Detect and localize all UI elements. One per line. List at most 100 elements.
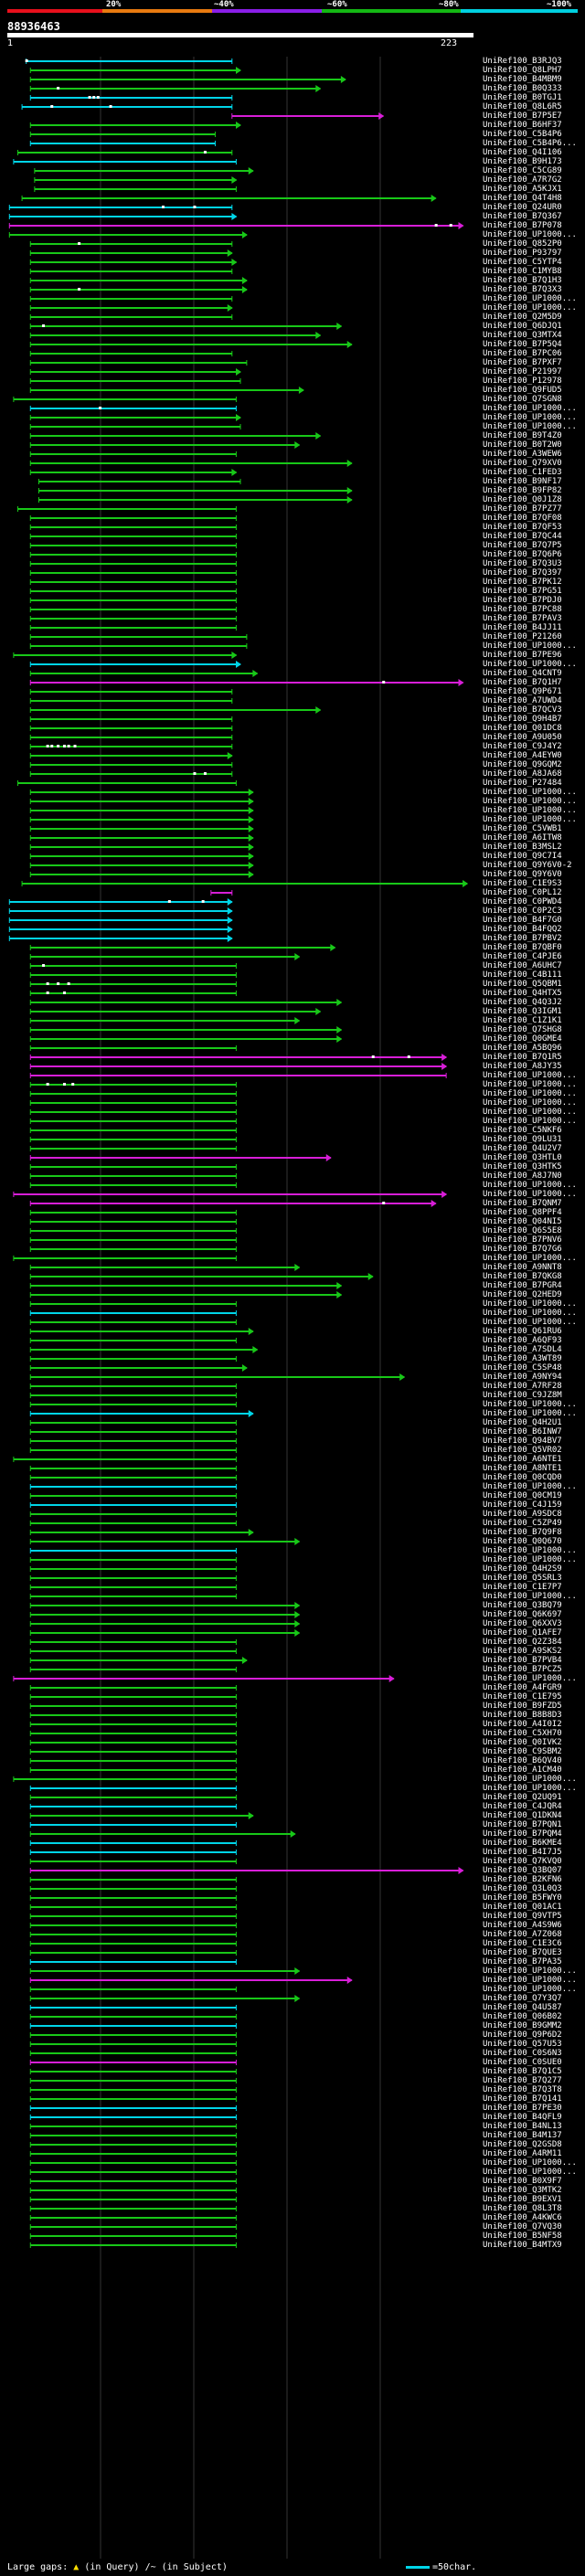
- hit-row[interactable]: [29, 1291, 343, 1299]
- hit-row[interactable]: [29, 1840, 237, 1846]
- hit-label[interactable]: UniRef100_A9U050: [483, 733, 562, 742]
- hit-row[interactable]: [29, 607, 237, 612]
- hit-label[interactable]: UniRef100_B7PVB4: [483, 1656, 562, 1665]
- hit-label[interactable]: UniRef100_C9SBM2: [483, 1747, 562, 1756]
- hit-row[interactable]: [29, 1017, 301, 1024]
- hit-label[interactable]: UniRef100_B7QNM7: [483, 1199, 562, 1208]
- hit-label[interactable]: UniRef100_B7Q367: [483, 212, 562, 221]
- hit-label[interactable]: UniRef100_Q3BQ07: [483, 1866, 562, 1875]
- hit-label[interactable]: UniRef100_Q04NI5: [483, 1217, 562, 1226]
- hit-label[interactable]: UniRef100_A6UHC7: [483, 961, 562, 970]
- hit-row[interactable]: [29, 543, 237, 548]
- hit-row[interactable]: [29, 1264, 301, 1271]
- hit-label[interactable]: UniRef100_C5ZP49: [483, 1519, 562, 1528]
- hit-row[interactable]: [29, 1373, 406, 1381]
- hit-row[interactable]: [29, 1301, 237, 1307]
- hit-label[interactable]: UniRef100_Q61RU6: [483, 1327, 562, 1336]
- hit-row[interactable]: [29, 1493, 237, 1499]
- hit-label[interactable]: UniRef100_A8JY35: [483, 1062, 562, 1071]
- hit-label[interactable]: UniRef100_Q9P6D2: [483, 2030, 562, 2040]
- hit-label[interactable]: UniRef100_B0TGJ1: [483, 93, 562, 102]
- hit-label[interactable]: UniRef100_A8J7N0: [483, 1171, 562, 1181]
- hit-row[interactable]: [29, 1859, 237, 1864]
- hit-label[interactable]: UniRef100_UP1000...: [483, 1985, 577, 1994]
- hit-label[interactable]: UniRef100_C4B111: [483, 970, 562, 980]
- hit-row[interactable]: [29, 2188, 237, 2193]
- hit-label[interactable]: UniRef100_B7PC06: [483, 349, 562, 358]
- hit-label[interactable]: UniRef100_Q0CQD0: [483, 1473, 562, 1482]
- hit-label[interactable]: UniRef100_Q4T4H8: [483, 194, 562, 203]
- hit-row[interactable]: [29, 1502, 237, 1508]
- hit-row[interactable]: [29, 2105, 237, 2111]
- hit-row[interactable]: [29, 1109, 237, 1115]
- hit-row[interactable]: [16, 150, 233, 155]
- hit-label[interactable]: UniRef100_B7Q141: [483, 2094, 562, 2104]
- hit-label[interactable]: UniRef100_Q7VQ30: [483, 2222, 562, 2231]
- hit-row[interactable]: [29, 716, 233, 722]
- hit-row[interactable]: [29, 634, 248, 640]
- hit-label[interactable]: UniRef100_C5YTP4: [483, 258, 562, 267]
- hit-label[interactable]: UniRef100_Q0J1Z8: [483, 495, 562, 504]
- hit-row[interactable]: [29, 561, 237, 567]
- hit-label[interactable]: UniRef100_UP1000...: [483, 1254, 577, 1263]
- hit-row[interactable]: [29, 1410, 254, 1417]
- hit-label[interactable]: UniRef100_B7P5E7: [483, 111, 562, 121]
- hit-label[interactable]: UniRef100_P93797: [483, 249, 562, 258]
- hit-label[interactable]: UniRef100_UP1000...: [483, 1190, 577, 1199]
- hit-label[interactable]: UniRef100_B7Q1H3: [483, 276, 562, 285]
- hit-label[interactable]: UniRef100_Q9Y6V0-2: [483, 861, 572, 870]
- hit-label[interactable]: UniRef100_Q79XV0: [483, 459, 562, 468]
- hit-row[interactable]: [29, 95, 233, 101]
- hit-row[interactable]: [13, 1457, 237, 1462]
- hit-label[interactable]: UniRef100_UP1000...: [483, 1181, 577, 1190]
- hit-label[interactable]: UniRef100_Q1DKN4: [483, 1811, 562, 1820]
- hit-row[interactable]: [29, 744, 233, 749]
- hit-row[interactable]: [29, 1008, 322, 1015]
- hit-label[interactable]: UniRef100_Q4HTX5: [483, 989, 562, 998]
- hit-label[interactable]: UniRef100_Q4H2S9: [483, 1564, 562, 1574]
- hit-row[interactable]: [29, 1703, 237, 1709]
- hit-row[interactable]: [29, 1328, 254, 1335]
- hit-row[interactable]: [29, 2115, 237, 2120]
- hit-label[interactable]: UniRef100_C1MYB8: [483, 267, 562, 276]
- hit-label[interactable]: UniRef100_B7PCZ5: [483, 1665, 562, 1674]
- hit-label[interactable]: UniRef100_B2KFN6: [483, 1875, 562, 1884]
- hit-row[interactable]: [37, 487, 353, 494]
- hit-label[interactable]: UniRef100_C1Z1K1: [483, 1016, 562, 1025]
- hit-row[interactable]: [29, 698, 233, 704]
- hit-row[interactable]: [29, 1466, 237, 1471]
- hit-row[interactable]: [29, 816, 254, 823]
- hit-label[interactable]: UniRef100_B4M137: [483, 2131, 562, 2140]
- hit-label[interactable]: UniRef100_A9NY94: [483, 1373, 562, 1382]
- hit-row[interactable]: [29, 1082, 237, 1087]
- hit-row[interactable]: [29, 1063, 448, 1070]
- hit-row[interactable]: [34, 167, 254, 175]
- hit-row[interactable]: [29, 1429, 237, 1435]
- hit-row[interactable]: [29, 588, 237, 594]
- hit-label[interactable]: UniRef100_Q3HTK5: [483, 1162, 562, 1171]
- hit-row[interactable]: [29, 378, 241, 384]
- hit-label[interactable]: UniRef100_UP1000...: [483, 1098, 577, 1108]
- hit-label[interactable]: UniRef100_UP1000...: [483, 1409, 577, 1418]
- hit-label[interactable]: UniRef100_Q6DJQ1: [483, 322, 562, 331]
- hit-row[interactable]: [29, 1557, 237, 1563]
- hit-label[interactable]: UniRef100_UP1000...: [483, 230, 577, 239]
- hit-label[interactable]: UniRef100_C5B4P6: [483, 130, 562, 139]
- hit-label[interactable]: UniRef100_A4S9W6: [483, 1921, 562, 1930]
- hit-label[interactable]: UniRef100_B7Q3U3: [483, 559, 562, 568]
- hit-row[interactable]: [29, 1822, 237, 1828]
- hit-row[interactable]: [13, 397, 237, 402]
- hit-label[interactable]: UniRef100_Q7SGN8: [483, 395, 562, 404]
- hit-label[interactable]: UniRef100_B7PK12: [483, 578, 562, 587]
- hit-row[interactable]: [29, 670, 259, 677]
- hit-label[interactable]: UniRef100_A4RM11: [483, 2149, 562, 2158]
- hit-row[interactable]: [29, 1054, 448, 1061]
- hit-row[interactable]: [29, 1484, 237, 1489]
- hit-label[interactable]: UniRef100_B9NF17: [483, 477, 562, 486]
- hit-row[interactable]: [29, 862, 254, 869]
- hit-row[interactable]: [29, 689, 233, 694]
- hit-label[interactable]: UniRef100_B6QV40: [483, 1756, 562, 1765]
- hit-row[interactable]: [29, 1447, 237, 1453]
- hit-label[interactable]: UniRef100_B0X9F7: [483, 2177, 562, 2186]
- hit-row[interactable]: [29, 1685, 237, 1691]
